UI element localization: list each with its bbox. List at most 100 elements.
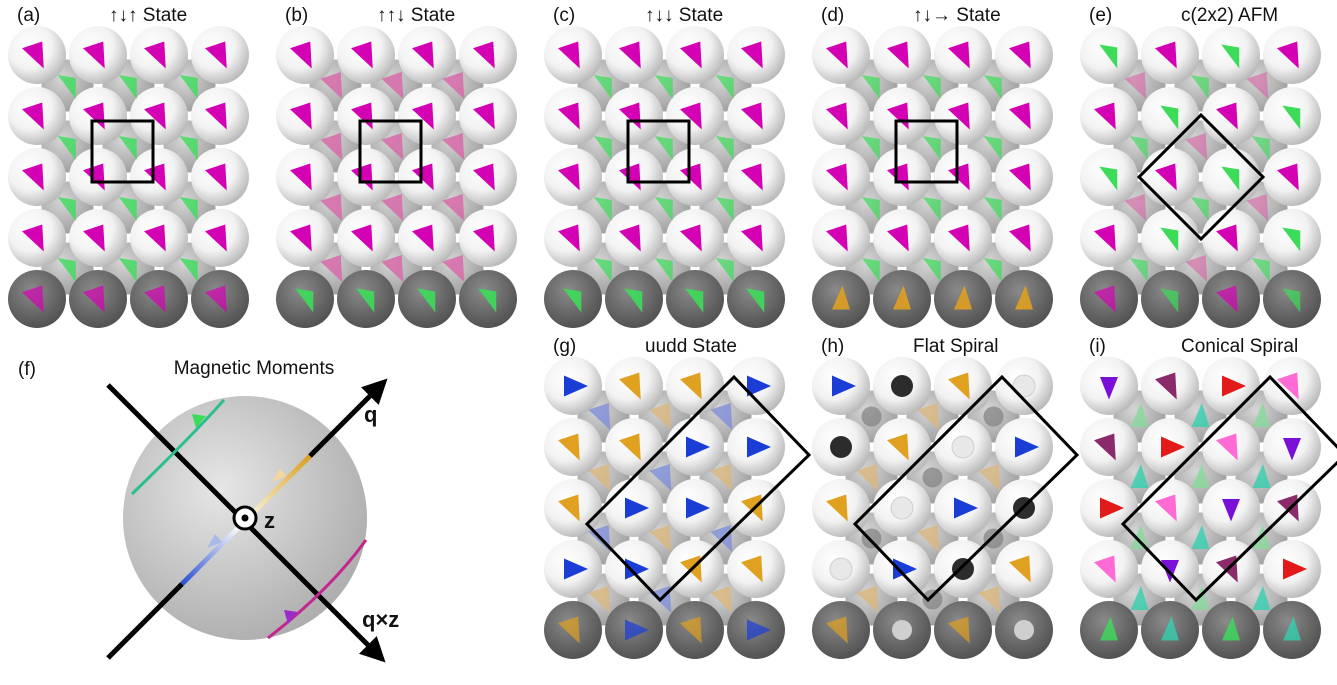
moment-arrow — [1100, 497, 1124, 519]
moment-arrow — [680, 372, 702, 400]
moment-arrow — [826, 102, 848, 130]
moment-arrow — [593, 258, 612, 282]
moment-arrow — [563, 288, 582, 313]
moment-arrow — [588, 403, 611, 430]
moment-arrow — [144, 163, 166, 191]
moment-arrow — [558, 163, 580, 191]
moment-arrow — [741, 494, 763, 522]
unit-cell-outline — [626, 119, 691, 184]
moment-arrow — [710, 403, 733, 430]
moment-out-of-plane — [891, 375, 913, 397]
moment-arrow — [118, 258, 137, 282]
moment-arrow — [922, 75, 941, 99]
moment-arrow — [1222, 375, 1246, 397]
moment-arrow — [747, 619, 771, 641]
moment-arrow — [473, 41, 495, 69]
lattice-panel-d: (d) ↑↓→ State — [812, 5, 1053, 328]
moment-arrow — [948, 224, 970, 252]
moment-arrow — [856, 586, 879, 613]
moment-out-of-plane — [983, 528, 1004, 549]
moment-arrow — [1130, 525, 1149, 549]
moment-arrow — [179, 258, 198, 282]
moment-arrow — [680, 41, 702, 69]
moment-arrow — [680, 163, 702, 191]
moment-arrow — [1099, 166, 1118, 191]
moment-arrow — [1155, 41, 1177, 69]
unit-cell-outline — [852, 374, 1080, 603]
moment-out-of-plane — [952, 558, 974, 580]
lattice-panel-h: (h) Flat Spiral — [812, 336, 1080, 659]
moment-arrow — [295, 288, 314, 313]
moment-arrow — [417, 288, 436, 313]
moment-arrow — [179, 136, 198, 160]
moment-arrow — [1160, 105, 1179, 130]
moment-arrow — [205, 163, 227, 191]
moment-arrow — [1277, 163, 1299, 191]
moment-arrow — [356, 288, 375, 313]
moment-arrow — [22, 41, 44, 69]
moment-arrow — [1160, 288, 1179, 313]
moment-arrow — [1191, 525, 1210, 549]
moment-arrow — [1094, 433, 1116, 461]
moment-arrow — [1216, 224, 1238, 252]
moment-arrow — [564, 558, 588, 580]
moment-arrow — [412, 224, 434, 252]
moment-arrow — [619, 41, 641, 69]
moment-arrow — [1252, 464, 1271, 488]
moment-arrow — [686, 436, 710, 458]
moment-out-of-plane — [861, 406, 882, 427]
moment-arrow — [983, 258, 1002, 282]
moment-arrow — [747, 436, 771, 458]
moment-arrow — [1282, 227, 1301, 252]
moment-arrow — [412, 163, 434, 191]
moment-out-of-plane — [830, 436, 852, 458]
moment-arrow — [179, 75, 198, 99]
moment-arrow — [588, 586, 611, 613]
moment-arrow — [290, 41, 312, 69]
lattice-panel-a: (a) ↑↓↑ State — [8, 5, 249, 328]
moment-arrow — [205, 41, 227, 69]
moment-arrow — [710, 586, 733, 613]
moment-arrow — [746, 288, 765, 313]
moment-arrow — [1094, 285, 1116, 313]
moment-arrow — [144, 41, 166, 69]
moment-arrow — [649, 525, 672, 552]
moment-arrow — [741, 163, 763, 191]
moment-arrow — [1221, 166, 1240, 191]
moment-arrow — [588, 464, 611, 491]
moment-arrow — [1009, 224, 1031, 252]
moment-arrow — [625, 497, 649, 519]
moment-arrow — [887, 41, 909, 69]
moment-arrow — [832, 285, 850, 310]
panel-title: Conical Spiral — [1181, 336, 1298, 357]
moment-arrow — [887, 102, 909, 130]
moment-arrow — [826, 224, 848, 252]
moment-arrow — [118, 136, 137, 160]
moment-arrow — [954, 497, 978, 519]
moment-arrow — [473, 102, 495, 130]
moment-arrow — [381, 194, 404, 221]
moment-arrow — [83, 102, 105, 130]
moment-arrow — [741, 555, 763, 583]
moment-arrow — [1124, 72, 1147, 99]
moment-arrow — [1222, 499, 1240, 522]
moment-arrow — [861, 258, 880, 282]
moment-arrow — [1009, 102, 1031, 130]
moment-arrow — [1161, 436, 1185, 458]
moment-arrow — [1015, 285, 1033, 310]
moment-arrow — [83, 163, 105, 191]
moment-arrow — [893, 285, 911, 310]
moment-arrow — [1100, 616, 1118, 641]
sphere-panel: (f) Magnetic Moments z q q×z — [18, 358, 399, 663]
unit-cell-outline — [1136, 112, 1266, 242]
moment-arrow — [558, 494, 580, 522]
moment-arrow — [1100, 377, 1118, 400]
moment-arrow — [654, 258, 673, 282]
moment-arrow — [1129, 136, 1148, 160]
moment-arrow — [1277, 494, 1299, 522]
moment-arrow — [887, 224, 909, 252]
moment-arrow — [144, 102, 166, 130]
moment-arrow — [856, 464, 879, 491]
moment-arrow — [83, 224, 105, 252]
moment-arrow — [1009, 163, 1031, 191]
